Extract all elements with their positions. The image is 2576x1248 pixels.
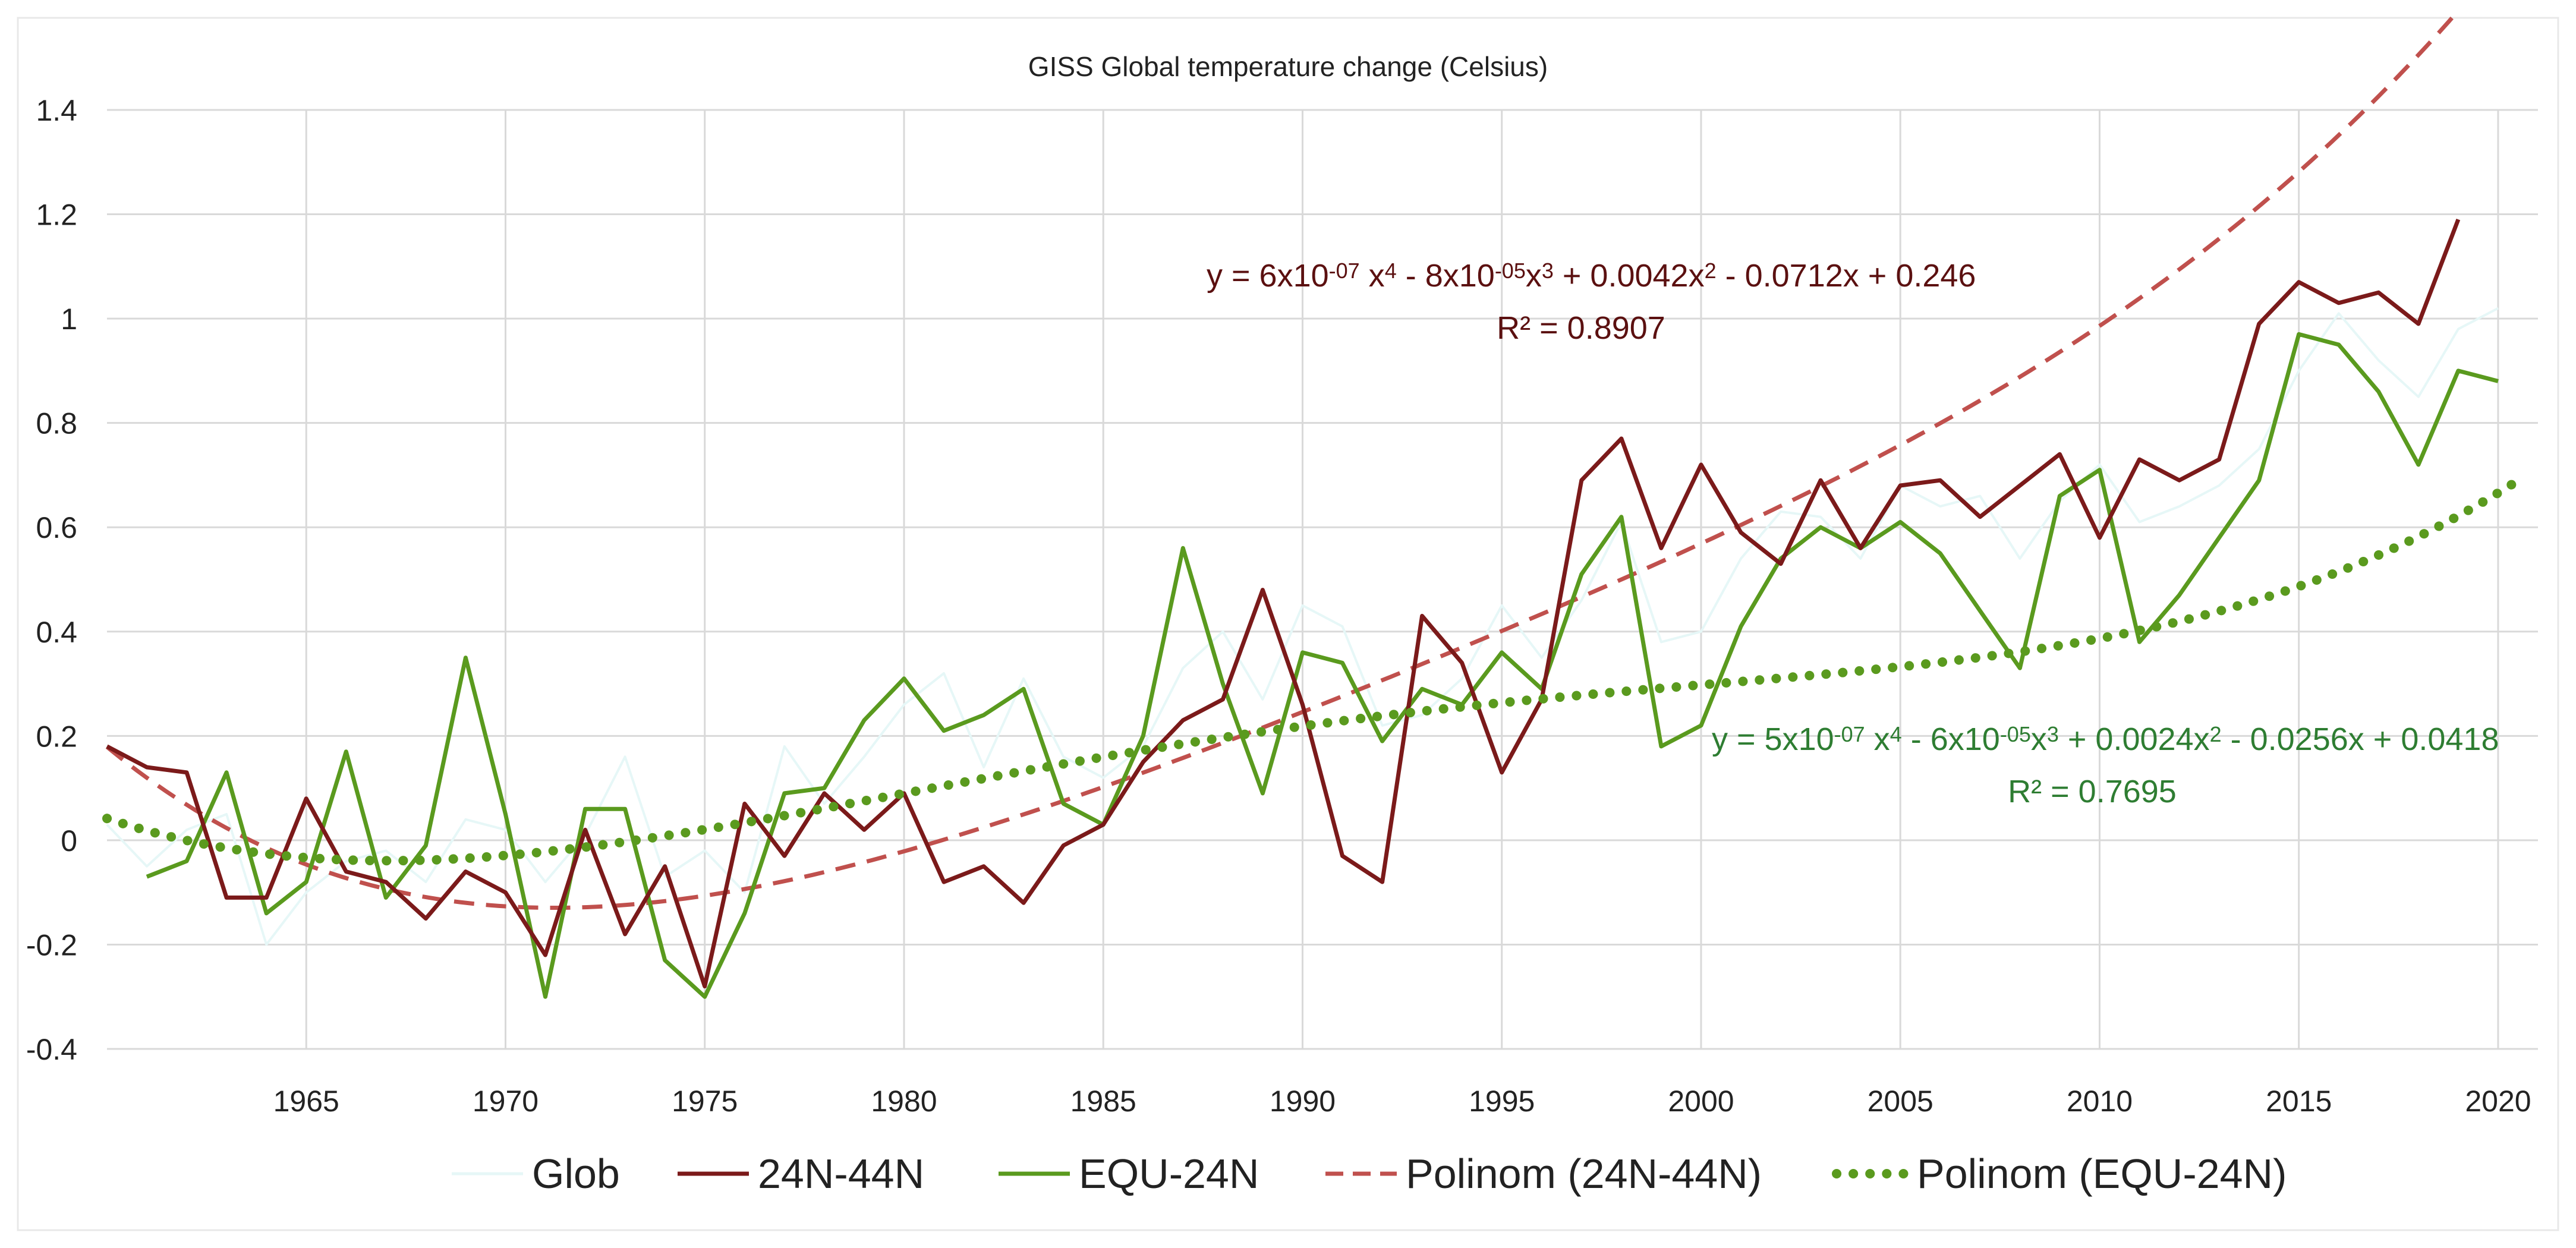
trendline-r-squared: R² = 0.7695 <box>2008 774 2177 809</box>
legend-label: EQU-24N <box>1079 1151 1259 1197</box>
equation-segment: - 0.0712x + 0.246 <box>1717 258 1976 294</box>
y-axis-tick-labels: -0.4 -0.2 0 0.2 0.4 0.6 0.8 1 1.2 1.4 <box>26 94 77 1066</box>
equation-segment: x <box>1865 721 1890 757</box>
equation-exponent: 3 <box>1542 259 1554 283</box>
x-tick-label: 2020 <box>2465 1085 2531 1118</box>
equation-exponent: -07 <box>1329 259 1360 283</box>
trendline-equation: y = 5x10-07 x4 - 6x10-05x3 + 0.0024x2 - … <box>1712 721 2499 757</box>
x-tick-label: 1990 <box>1270 1085 1336 1118</box>
equation-segment: x <box>1526 258 1542 294</box>
y-tick-label: 1.2 <box>36 198 77 232</box>
x-tick-label: 1980 <box>871 1085 937 1118</box>
series-line-equ-24n <box>146 332 2499 999</box>
equation-segment: x <box>1360 258 1385 294</box>
series-layer <box>102 9 2523 999</box>
equation-exponent: 2 <box>1705 259 1717 283</box>
y-tick-label: 0 <box>61 824 77 858</box>
x-tick-label: 1975 <box>672 1085 738 1118</box>
x-tick-label: 2005 <box>1868 1085 1933 1118</box>
series-line-24n-44n <box>106 219 2461 989</box>
equation-segment: y = 6x10 <box>1207 258 1329 294</box>
equation-exponent: 3 <box>2047 722 2059 746</box>
legend: Glob 24N-44N EQU-24N Polinom (24N-44N) Polin… <box>452 1151 2287 1197</box>
x-tick-label: 1985 <box>1070 1085 1136 1118</box>
y-tick-label: 0.4 <box>36 616 77 649</box>
series-line-polinom-24n-44n <box>105 9 2460 910</box>
x-tick-label: 2000 <box>1668 1085 1734 1118</box>
y-tick-label: 0.8 <box>36 407 77 440</box>
equation-exponent: -05 <box>2000 722 2031 746</box>
equation-exponent: 4 <box>1890 722 1902 746</box>
equation-segment: + 0.0042x <box>1554 258 1705 294</box>
series-line-polinom-equ-24n <box>102 475 2523 866</box>
grid-lines <box>107 109 2538 1050</box>
chart-title: GISS Global temperature change (Celsius) <box>1028 51 1548 82</box>
y-tick-label: 0.6 <box>36 511 77 544</box>
x-tick-label: 1965 <box>273 1085 339 1118</box>
y-tick-label: 1 <box>61 302 77 336</box>
equation-exponent: 2 <box>2210 722 2222 746</box>
equation-segment: - 6x10 <box>1902 721 2000 757</box>
legend-label: Polinom (24N-44N) <box>1406 1151 1762 1197</box>
x-tick-label: 1995 <box>1469 1085 1535 1118</box>
y-tick-label: 1.4 <box>36 94 77 127</box>
legend-label: Glob <box>532 1151 620 1197</box>
y-tick-label: -0.2 <box>26 928 77 962</box>
equation-segment: - 0.0256x + 0.0418 <box>2222 721 2499 757</box>
x-tick-label: 2015 <box>2266 1085 2332 1118</box>
legend-label: 24N-44N <box>758 1151 924 1197</box>
equation-segment: - 8x10 <box>1397 258 1495 294</box>
equation-segment: y = 5x10 <box>1712 721 1834 757</box>
series-line-glob <box>106 307 2499 946</box>
equation-exponent: -05 <box>1495 259 1526 283</box>
equation-exponent: -07 <box>1834 722 1865 746</box>
equation-segment: + 0.0024x <box>2059 721 2210 757</box>
trendline-equations: y = 6x10-07 x4 - 8x10-05x3 + 0.0042x2 - … <box>1207 258 2499 809</box>
legend-label: Polinom (EQU-24N) <box>1917 1151 2287 1197</box>
trendline-equation: y = 6x10-07 x4 - 8x10-05x3 + 0.0042x2 - … <box>1207 258 1976 294</box>
equation-segment: x <box>2031 721 2047 757</box>
x-axis-tick-labels: 1965 1970 1975 1980 1985 1990 1995 2000 2005 2010… <box>273 1085 2531 1118</box>
x-tick-label: 2010 <box>2067 1085 2133 1118</box>
equation-exponent: 4 <box>1385 259 1397 283</box>
x-tick-label: 1970 <box>473 1085 538 1118</box>
y-tick-label: -0.4 <box>26 1033 77 1066</box>
y-tick-label: 0.2 <box>36 720 77 753</box>
trendline-r-squared: R² = 0.8907 <box>1497 310 1665 346</box>
